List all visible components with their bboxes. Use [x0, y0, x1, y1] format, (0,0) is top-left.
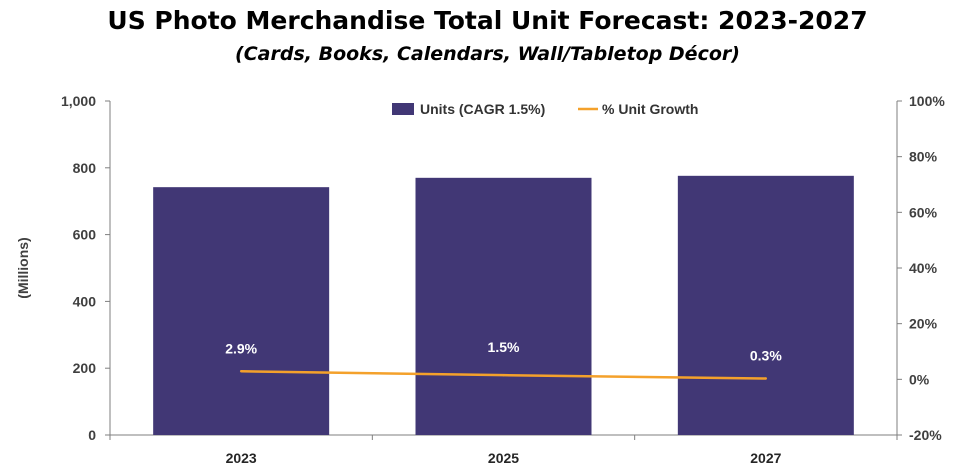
growth-point: [502, 373, 505, 377]
y-tick-label: 0: [88, 427, 96, 443]
x-tick-label: 2027: [750, 450, 781, 466]
legend-swatch-units: [392, 103, 414, 115]
x-tick-label: 2025: [488, 450, 519, 466]
bar: [153, 187, 330, 435]
x-tick-label: 2023: [226, 450, 257, 466]
y-tick-label: 600: [73, 227, 97, 243]
growth-data-label: 0.3%: [750, 347, 782, 363]
y-tick-label: 400: [73, 293, 97, 309]
y2-tick-label: 100%: [909, 93, 945, 109]
y2-tick-label: 20%: [909, 316, 938, 332]
legend-label-growth: % Unit Growth: [602, 101, 698, 117]
y2-tick-label: 80%: [909, 149, 938, 165]
y-axis-label: (Millions): [15, 237, 31, 298]
y-tick-label: 800: [73, 160, 97, 176]
legend-label-units: Units (CAGR 1.5%): [420, 101, 545, 117]
growth-data-label: 2.9%: [225, 340, 257, 356]
growth-data-label: 1.5%: [488, 339, 520, 355]
bar: [677, 175, 854, 436]
growth-point: [764, 377, 768, 380]
chart-title: US Photo Merchandise Total Unit Forecast…: [107, 6, 868, 35]
y-tick-label: 200: [73, 360, 97, 376]
growth-point: [239, 370, 243, 373]
chart-subtitle: (Cards, Books, Calendars, Wall/Tabletop …: [235, 43, 740, 65]
y2-tick-label: 40%: [909, 260, 938, 276]
y2-tick-label: 0%: [909, 371, 930, 387]
bar: [415, 177, 592, 435]
y-tick-label: 1,000: [61, 93, 96, 109]
y2-tick-label: 60%: [909, 204, 938, 220]
y2-tick-label: -20%: [909, 427, 942, 443]
